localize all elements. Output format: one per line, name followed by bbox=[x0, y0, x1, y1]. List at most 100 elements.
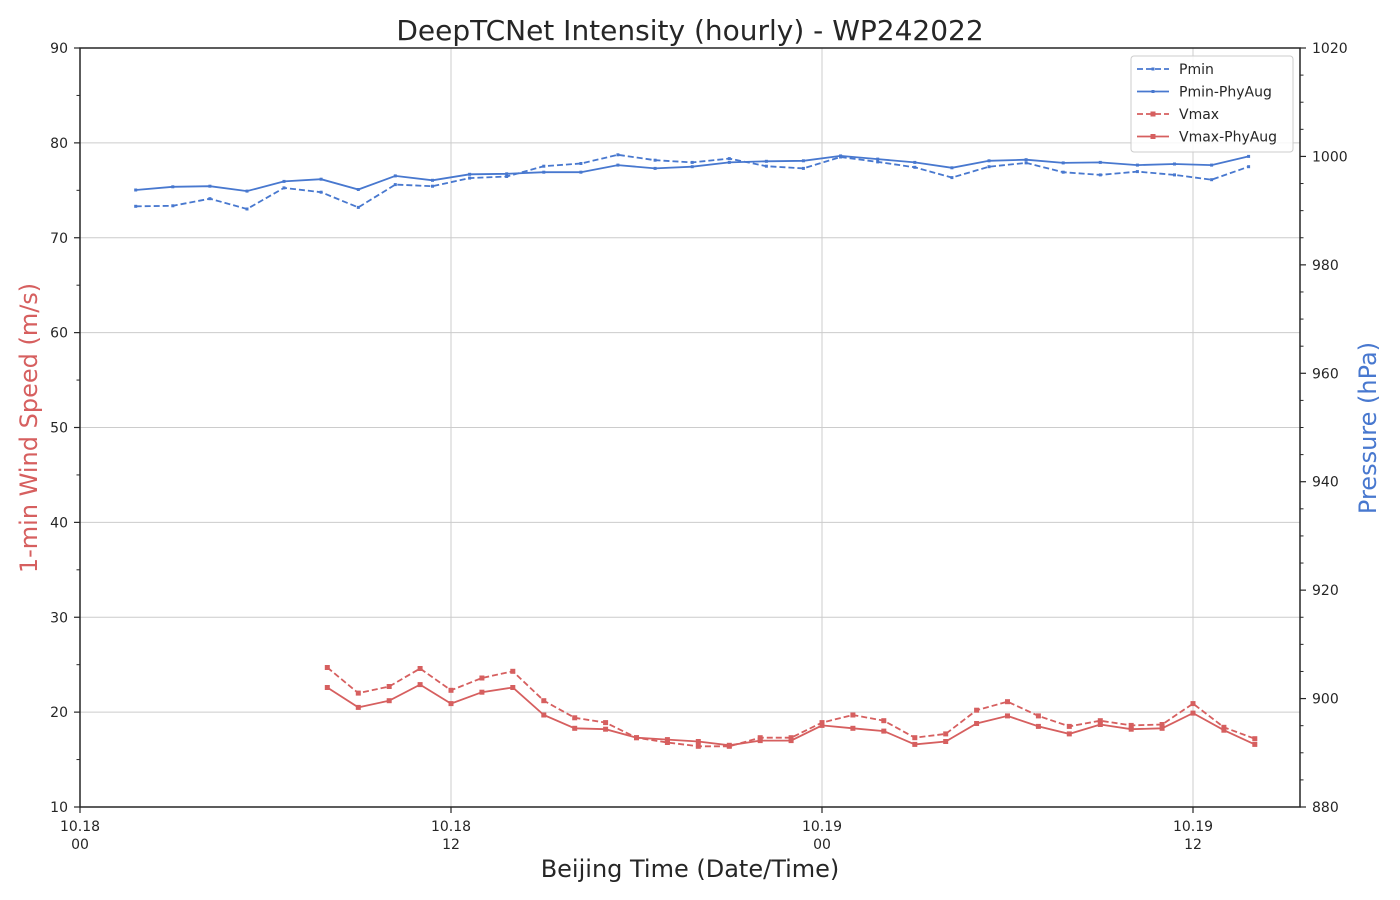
data-point bbox=[245, 189, 249, 193]
x-tick-time: 00 bbox=[71, 837, 89, 853]
data-point bbox=[393, 174, 397, 178]
data-point bbox=[690, 160, 694, 164]
x-axis: 10.18 00 10.18 12 10.19 00 10.19 12 bbox=[60, 807, 1213, 853]
right-tick-label: 960 bbox=[1312, 366, 1339, 382]
data-point bbox=[653, 158, 657, 162]
data-point bbox=[1097, 718, 1103, 724]
data-point bbox=[819, 720, 825, 726]
series-vmax bbox=[324, 665, 1258, 749]
data-point bbox=[690, 165, 694, 169]
data-point bbox=[1066, 731, 1072, 737]
legend-label: Vmax-PhyAug bbox=[1179, 130, 1277, 146]
data-point bbox=[603, 720, 609, 726]
legend-item: Pmin bbox=[1137, 62, 1214, 78]
legend-item: Vmax-PhyAug bbox=[1137, 130, 1277, 146]
data-point bbox=[479, 689, 485, 695]
left-tick-label: 70 bbox=[50, 231, 68, 247]
right-y-axis-label: Pressure (hPa) bbox=[1354, 342, 1382, 514]
chart-title: DeepTCNet Intensity (hourly) - WP242022 bbox=[396, 14, 983, 47]
left-tick-label: 20 bbox=[50, 705, 68, 721]
data-point bbox=[355, 690, 361, 696]
data-point bbox=[943, 739, 949, 744]
right-tick-label: 920 bbox=[1312, 583, 1339, 599]
data-point bbox=[510, 685, 516, 690]
data-point bbox=[727, 157, 731, 161]
left-y-axis: 10 20 30 40 50 60 70 80 90 bbox=[50, 41, 80, 816]
data-point bbox=[950, 166, 954, 170]
x-tick-time: 12 bbox=[442, 837, 460, 853]
data-point bbox=[1061, 161, 1065, 165]
data-point bbox=[1128, 726, 1134, 732]
data-point bbox=[468, 176, 472, 180]
data-point bbox=[541, 698, 547, 704]
data-point bbox=[468, 172, 472, 176]
data-point bbox=[653, 166, 657, 170]
data-point bbox=[1221, 727, 1227, 733]
data-point bbox=[1173, 162, 1176, 166]
data-point bbox=[319, 177, 323, 181]
data-point bbox=[134, 188, 138, 192]
data-point bbox=[695, 743, 701, 749]
data-point bbox=[912, 735, 918, 741]
right-tick-label: 980 bbox=[1312, 258, 1339, 274]
right-tick-label: 940 bbox=[1312, 475, 1339, 491]
data-point bbox=[1005, 699, 1010, 705]
data-point bbox=[1024, 158, 1028, 162]
data-point bbox=[319, 190, 323, 194]
legend: Pmin Pmin-PhyAug Vmax Vmax-PhyAug bbox=[1130, 55, 1294, 153]
data-point bbox=[913, 160, 917, 164]
series-layer bbox=[134, 153, 1258, 749]
data-point bbox=[1252, 741, 1258, 747]
right-tick-label: 1000 bbox=[1312, 149, 1348, 165]
data-point bbox=[757, 738, 763, 744]
data-point bbox=[208, 184, 212, 188]
right-tick-label: 900 bbox=[1312, 692, 1339, 708]
data-point bbox=[282, 186, 286, 190]
data-point bbox=[393, 183, 397, 187]
data-point bbox=[479, 675, 485, 681]
left-tick-label: 90 bbox=[50, 41, 68, 57]
data-point bbox=[764, 159, 768, 163]
data-point bbox=[1024, 161, 1028, 165]
data-point bbox=[579, 170, 583, 174]
data-point bbox=[726, 742, 732, 748]
data-point bbox=[542, 164, 546, 168]
data-point bbox=[974, 707, 980, 713]
data-point bbox=[171, 185, 175, 189]
x-tick-date: 10.19 bbox=[802, 819, 842, 835]
data-point bbox=[134, 204, 138, 208]
left-tick-label: 50 bbox=[50, 421, 68, 437]
data-point bbox=[664, 740, 670, 745]
data-point bbox=[819, 722, 825, 728]
legend-marker bbox=[1151, 90, 1155, 93]
data-point bbox=[572, 725, 578, 731]
x-tick-time: 00 bbox=[813, 837, 831, 853]
data-point bbox=[876, 157, 880, 161]
data-point bbox=[1098, 160, 1102, 164]
data-point bbox=[1221, 724, 1227, 730]
data-point bbox=[950, 176, 954, 180]
data-point bbox=[431, 184, 434, 188]
left-tick-label: 30 bbox=[50, 610, 68, 626]
data-point bbox=[417, 682, 423, 688]
data-point bbox=[876, 160, 880, 164]
data-point bbox=[417, 666, 423, 671]
series-pmin-phyaug bbox=[134, 154, 1251, 193]
data-point bbox=[881, 728, 887, 734]
legend-item: Vmax bbox=[1137, 107, 1219, 123]
data-point bbox=[839, 154, 843, 158]
data-point bbox=[356, 188, 360, 191]
data-point bbox=[245, 207, 249, 211]
data-point bbox=[850, 725, 856, 731]
data-point bbox=[1005, 713, 1010, 719]
x-axis-label: Beijing Time (Date/Time) bbox=[541, 855, 840, 883]
data-point bbox=[788, 735, 794, 741]
data-point bbox=[1066, 723, 1072, 729]
data-point bbox=[579, 162, 583, 165]
right-y-axis: 880 900 920 940 960 980 1000 1020 bbox=[1300, 41, 1348, 816]
data-point bbox=[1190, 701, 1196, 707]
x-tick-time: 12 bbox=[1184, 837, 1202, 853]
data-point bbox=[616, 163, 620, 167]
data-point bbox=[448, 687, 454, 693]
x-tick-date: 10.19 bbox=[1173, 819, 1213, 835]
